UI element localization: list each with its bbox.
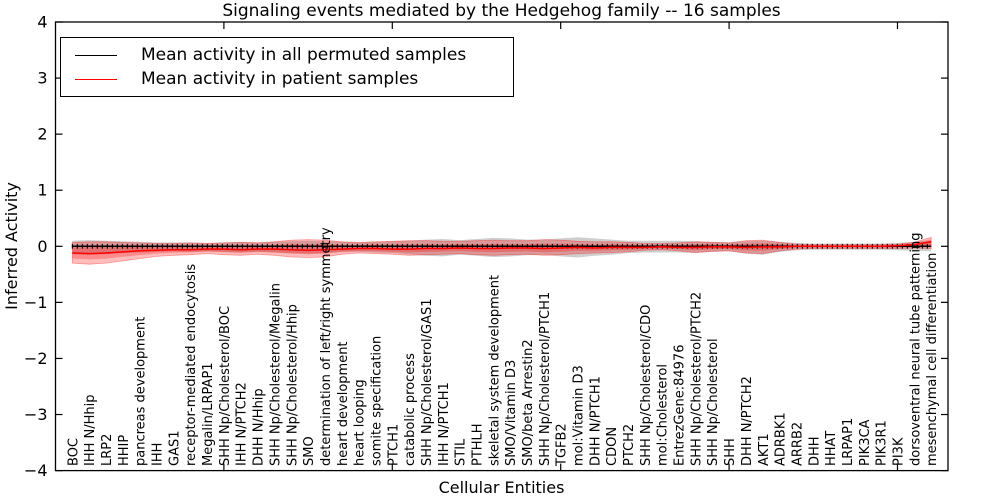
x-tick-label: catabolic process [403,353,418,466]
x-tick-label: heart looping [353,379,368,466]
patient-band-inner [72,239,932,260]
x-tick-label: IHH [151,443,166,466]
x-tick-label: SMO/Vitamin D3 [504,360,519,466]
x-tick-label: IHH N/Hhip [83,395,98,467]
x-tick-label: LRPAP1 [841,418,856,466]
x-tick-label: PI3K [892,437,907,466]
x-tick-label: HHIP [117,435,132,466]
x-tick-label: BOC [66,438,81,466]
x-tick-label: mol:Vitamin D3 [572,365,587,466]
x-tick-label: DHH N/PTCH1 [588,376,603,466]
x-tick-label: heart development [336,341,351,466]
y-tick-label: 3 [37,69,47,88]
x-tick-label: EntrezGene:84976 [673,345,688,466]
x-tick-label: PTHLH [471,423,486,466]
x-tick-label: PIK3R1 [875,420,890,466]
x-tick-label: IHH N/PTCH1 [437,382,452,466]
x-tick-label: DHH [807,436,822,466]
y-tick-label: −4 [24,461,48,480]
x-tick-label: HHAT [824,431,839,466]
y-tick-label: 0 [37,237,47,256]
x-tick-label: SHH Np/Cholesterol/Hhip [285,304,300,466]
y-tick-label: 2 [37,125,47,144]
legend-line-swatch-patient [75,78,117,80]
legend: Mean activity in all permuted samples Me… [60,37,514,97]
y-tick-label: −2 [24,349,48,368]
legend-item-permuted: Mean activity in all permuted samples [75,44,513,66]
x-tick-label: TGFB2 [555,423,570,467]
x-tick-label: dorsoventral neural tube patterning [908,233,923,466]
x-tick-label: GAS1 [167,431,182,467]
x-tick-label: mol:Cholesterol [656,364,671,466]
legend-label-patient: Mean activity in patient samples [141,69,419,89]
x-tick-label: PTCH1 [386,424,401,466]
permuted-band [72,237,932,258]
y-tick-label: 4 [37,13,47,32]
x-tick-label: CDON [605,427,620,466]
x-tick-label: IHH N/PTCH2 [235,382,250,466]
x-tick-label: pancreas development [134,317,149,466]
legend-line-swatch-permuted [75,54,117,56]
x-tick-label: SMO [302,436,317,466]
x-tick-label: somite specification [370,336,385,466]
x-tick-label: SMO/beta Arrestin2 [521,339,536,466]
x-tick-label: determination of left/right symmetry [319,227,334,466]
x-tick-label: SHH [723,438,738,466]
x-tick-label: skeletal system development [487,275,502,466]
y-tick-label: 1 [37,181,47,200]
chart-title: Signaling events mediated by the Hedgeho… [222,1,781,21]
x-tick-label: SHH Np/Cholesterol/Megalin [268,283,283,466]
x-tick-label: PTCH2 [622,424,637,466]
y-axis-label: Inferred Activity [2,182,21,310]
x-tick-label: Megalin/LRPAP1 [201,362,216,466]
x-tick-label: SHH Np/Cholesterol/PTCH1 [538,292,553,466]
x-tick-label: mesenchymal cell differentiation [925,253,940,466]
x-tick-label: STIL [454,438,469,466]
x-tick-label: LRP2 [100,434,115,466]
x-tick-label: SHH Np/Cholesterol/BOC [218,306,233,466]
x-tick-label: AKT1 [757,433,772,466]
x-tick-label: ARRB2 [790,422,805,466]
legend-label-permuted: Mean activity in all permuted samples [141,45,467,65]
x-axis-label: Cellular Entities [438,478,565,497]
x-tick-label: ADRBK1 [774,412,789,466]
x-tick-label: DHH N/Hhip [252,388,267,466]
x-tick-label: SHH Np/Cholesterol/GAS1 [420,298,435,466]
y-tick-label: −1 [24,293,48,312]
x-tick-label: DHH N/PTCH2 [740,376,755,466]
y-tick-label: −3 [24,405,48,424]
legend-item-patient: Mean activity in patient samples [75,68,513,90]
x-tick-label: SHH Np/Cholesterol [706,338,721,466]
x-tick-label: SHH Np/Cholesterol/CDO [639,305,654,466]
x-tick-label: receptor-mediated endocytosis [184,264,199,466]
patient-mean-line [72,241,932,255]
x-tick-label: SHH Np/Cholesterol/PTCH2 [689,292,704,466]
x-tick-label: PIK3CA [858,419,873,466]
